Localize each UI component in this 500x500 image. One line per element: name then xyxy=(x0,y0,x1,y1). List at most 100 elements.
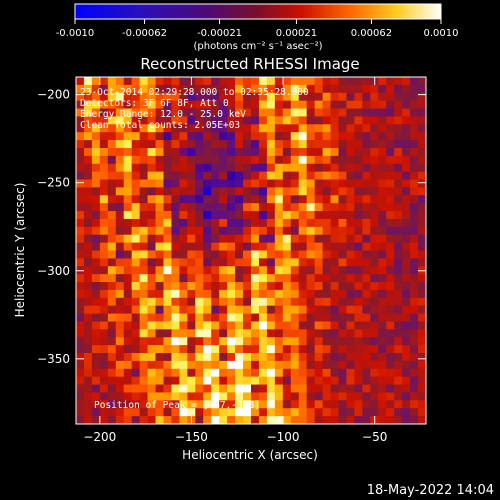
heatmap-cell xyxy=(378,266,387,275)
heatmap-cell xyxy=(131,376,141,385)
heatmap-cell xyxy=(155,250,164,259)
heatmap-cell xyxy=(282,416,292,424)
heatmap-cell xyxy=(266,266,276,275)
colorbar-tick-label: 0.0010 xyxy=(424,28,459,39)
heatmap-cell xyxy=(155,337,164,346)
heatmap-cell xyxy=(322,250,331,259)
heatmap-cell xyxy=(274,345,284,354)
heatmap-cell xyxy=(195,203,204,212)
heatmap-cell xyxy=(418,337,426,346)
heatmap-cell xyxy=(418,77,426,86)
heatmap-cell xyxy=(314,289,323,299)
heatmap-cell xyxy=(418,100,426,109)
heatmap-cell xyxy=(274,132,284,141)
heatmap-cell xyxy=(235,234,244,244)
heatmap-cell xyxy=(418,203,426,212)
heatmap-cell xyxy=(410,234,419,244)
heatmap-cell xyxy=(418,234,426,244)
heatmap-cell xyxy=(346,353,355,362)
heatmap-cell xyxy=(139,329,148,338)
heatmap-cell xyxy=(370,337,379,346)
heatmap-cell xyxy=(131,203,141,212)
heatmap-cell xyxy=(131,77,141,86)
heatmap-cell xyxy=(83,329,93,338)
heatmap-cell xyxy=(243,77,252,86)
heatmap-cell xyxy=(362,242,371,251)
heatmap-cell xyxy=(322,313,331,322)
heatmap-cell xyxy=(386,147,395,157)
heatmap-cell xyxy=(219,147,228,157)
heatmap-cell xyxy=(402,195,411,204)
heatmap-cell xyxy=(243,163,252,173)
heatmap-cell xyxy=(346,163,355,173)
heatmap-cell xyxy=(179,266,188,275)
heatmap-cell xyxy=(251,195,260,204)
heatmap-cell xyxy=(354,289,363,299)
heatmap-cell xyxy=(83,274,93,283)
heatmap-cell xyxy=(235,392,244,401)
heatmap-cell xyxy=(266,179,276,188)
heatmap-cell xyxy=(179,305,188,314)
heatmap-cell xyxy=(219,384,228,393)
heatmap-cell xyxy=(378,92,387,102)
heatmap-cell xyxy=(378,108,387,117)
heatmap-cell xyxy=(99,360,109,370)
heatmap-cell xyxy=(203,226,212,236)
heatmap-cell xyxy=(418,250,426,259)
heatmap-cell xyxy=(298,337,308,346)
heatmap-cell xyxy=(107,187,117,196)
heatmap-cell xyxy=(306,376,316,385)
heatmap-cell xyxy=(187,297,196,307)
heatmap-cell xyxy=(370,274,379,283)
heatmap-cell xyxy=(418,226,426,236)
heatmap-cell xyxy=(258,408,268,417)
heatmap-cell xyxy=(251,258,260,267)
heatmap-cell xyxy=(314,147,323,157)
heatmap-cell xyxy=(322,353,331,362)
heatmap-cell xyxy=(386,92,395,102)
heatmap-cell xyxy=(378,124,387,133)
heatmap-cell xyxy=(306,116,316,125)
heatmap-cell xyxy=(258,250,268,259)
heatmap-cell xyxy=(290,226,300,236)
heatmap-cell xyxy=(219,124,228,133)
heatmap-cell xyxy=(394,274,403,283)
heatmap-cell xyxy=(99,274,109,283)
heatmap-cell xyxy=(290,282,300,291)
heatmap-cell xyxy=(386,321,395,330)
heatmap-cell xyxy=(402,368,411,378)
heatmap-cell xyxy=(123,305,133,314)
heatmap-cell xyxy=(418,171,426,180)
heatmap-cell xyxy=(131,108,141,117)
heatmap-cell xyxy=(378,392,387,401)
heatmap-cell xyxy=(314,368,323,378)
heatmap-cell xyxy=(290,147,300,157)
heatmap-cell xyxy=(258,234,268,244)
heatmap-cell xyxy=(203,77,212,86)
heatmap-cell xyxy=(107,360,117,370)
heatmap-cell xyxy=(314,274,323,283)
heatmap-cell xyxy=(251,108,260,117)
heatmap-cell xyxy=(306,392,316,401)
heatmap-cell xyxy=(243,92,252,102)
heatmap-cell xyxy=(171,147,180,157)
heatmap-cell xyxy=(76,408,85,417)
heatmap-cell xyxy=(418,282,426,291)
heatmap-cell xyxy=(394,392,403,401)
heatmap-cell xyxy=(266,171,276,180)
heatmap-cell xyxy=(330,179,339,188)
heatmap-cell xyxy=(211,408,220,417)
heatmap-cell xyxy=(115,392,125,401)
heatmap-cell xyxy=(107,140,117,149)
heatmap-cell xyxy=(330,400,339,409)
heatmap-cell xyxy=(266,392,276,401)
heatmap-cell xyxy=(266,313,276,322)
heatmap-cell xyxy=(171,266,180,275)
heatmap-cell xyxy=(410,203,419,212)
heatmap-cell xyxy=(171,211,180,220)
heatmap-cell xyxy=(354,258,363,267)
heatmap-cell xyxy=(115,416,125,424)
heatmap-cell xyxy=(330,305,339,314)
heatmap-cell xyxy=(290,171,300,180)
heatmap-cell xyxy=(163,92,172,102)
